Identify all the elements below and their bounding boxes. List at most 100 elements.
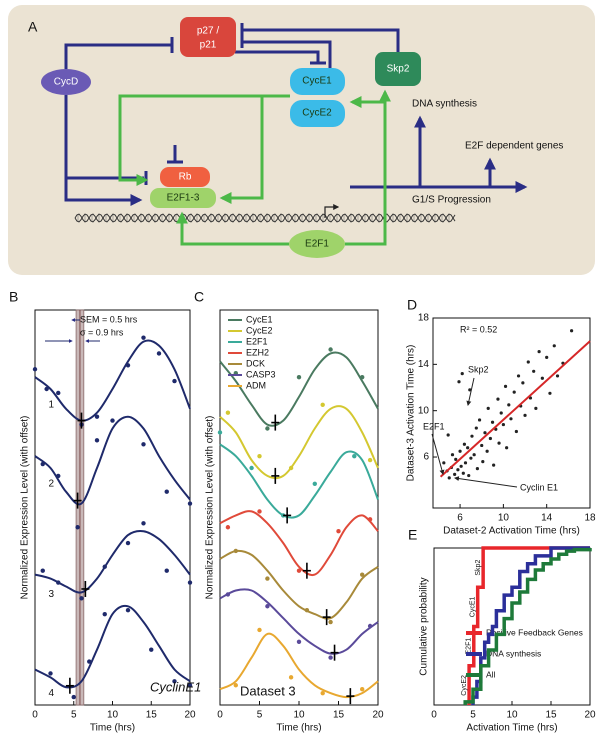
data-dot (110, 418, 115, 423)
feedback-edge (118, 94, 290, 186)
fit-curve (219, 549, 379, 620)
scatter-point (534, 406, 538, 410)
annotation: CyclinE1 (150, 679, 201, 694)
legend-label: CASP3 (246, 369, 276, 379)
data-dot (94, 414, 100, 419)
scatter-point (469, 456, 473, 460)
node-label: CycE2 (302, 108, 332, 119)
curve-label: 4 (49, 688, 55, 699)
dna-helix (74, 213, 456, 223)
scatter-point (481, 460, 485, 464)
scatter-point (516, 374, 521, 378)
annotation: R² = 0.52 (460, 324, 497, 334)
data-dot (187, 580, 193, 585)
data-dot (249, 465, 254, 471)
data-dot (125, 363, 131, 368)
data-dot (32, 367, 38, 372)
x-tick-label: 20 (584, 710, 596, 721)
fit-curve (219, 351, 379, 427)
node (290, 68, 345, 95)
data-dot (40, 461, 45, 467)
data-dot (40, 568, 45, 573)
scatter-point (461, 471, 465, 475)
data-dot (257, 453, 262, 459)
scatter-point (545, 355, 549, 359)
y-axis-label: Normalized Expression Level (with offset… (205, 416, 216, 600)
scatter-point (512, 390, 516, 394)
data-dot (367, 517, 373, 522)
fit-curve (34, 604, 191, 689)
panel-label: A (28, 19, 38, 35)
data-dot (312, 481, 317, 486)
chart-panel: C 0 5 10 15 20 Time (hrs) Normalized Expression… (194, 289, 384, 734)
scatter-point (532, 369, 536, 373)
data-dot (225, 525, 231, 530)
output-label: G1/S Progression (412, 195, 491, 206)
x-tick-label: 15 (333, 710, 345, 721)
scatter-point (450, 453, 455, 457)
panel-background (8, 5, 595, 275)
data-dot (367, 457, 373, 463)
scatter-point (569, 329, 574, 333)
scatter-point (497, 441, 501, 445)
gene-label: Skp2 (475, 560, 482, 576)
x-tick-label: 14 (541, 513, 553, 524)
helix-strand (74, 213, 456, 223)
scatter-point (475, 467, 479, 471)
legend-label: CycE1 (246, 314, 273, 324)
data-dot (225, 410, 231, 415)
data-dot (164, 568, 169, 573)
feedback-edge (219, 96, 264, 204)
panel-label: E (408, 527, 417, 543)
inhibit-edge (235, 50, 320, 63)
y-axis-label: Normalized Expression Level (with offset… (20, 416, 31, 600)
data-dot (328, 347, 333, 352)
pathway-diagram: A p27 / p21 CycD CycE1 CycE2 (8, 5, 595, 275)
data-dot (44, 386, 49, 392)
annotation: E2F1 (423, 421, 445, 431)
x-axis-label: Activation Time (hrs) (466, 723, 557, 734)
data-dot (360, 687, 365, 692)
data-dot (360, 572, 365, 577)
data-dot (352, 453, 357, 459)
fit-curve (34, 529, 191, 594)
cdf-step (463, 547, 592, 705)
node-label: E2F1-3 (167, 193, 200, 204)
legend-label: All (486, 669, 496, 679)
scatter-point (468, 388, 472, 392)
scatter-point (509, 417, 513, 421)
plot-frame (432, 317, 591, 509)
feedback-edge (345, 89, 391, 246)
y-tick-label: 18 (418, 313, 430, 324)
x-tick-label: 18 (584, 513, 596, 524)
data-dot (141, 442, 146, 447)
x-tick-label: 20 (372, 710, 384, 721)
data-dot (102, 564, 107, 569)
scatter-point (537, 349, 541, 354)
scatter-point (457, 380, 461, 384)
scatter-point (483, 431, 487, 435)
legend-label: DCK (246, 358, 265, 368)
data-dot (187, 683, 193, 688)
scatter-point (446, 433, 450, 437)
y-axis-label: Cumulative probability (419, 577, 430, 675)
scatter-point (470, 434, 474, 438)
legend-label: ADM (246, 380, 266, 390)
node-label: CycE1 (302, 76, 332, 87)
legend-label: DNA synthesis (486, 648, 541, 658)
data-dot (102, 611, 107, 617)
chart-panel: E 0 5 10 15 20 Activation Time (hrs) Cumulative… (408, 527, 596, 734)
inhibit-edge (242, 28, 400, 52)
data-dot (156, 351, 162, 356)
scatter-point (453, 472, 457, 477)
annotation: SEM = 0.5 hrs (80, 314, 138, 324)
node (41, 69, 91, 95)
x-tick-label: 0 (217, 710, 223, 721)
legend-label: EZH2 (246, 347, 269, 357)
inhibit-edge (64, 43, 172, 69)
y-tick-label: 10 (418, 405, 430, 416)
data-dot (265, 426, 270, 431)
node (150, 188, 216, 208)
x-tick-label: 10 (498, 513, 510, 524)
data-dot (233, 683, 238, 688)
